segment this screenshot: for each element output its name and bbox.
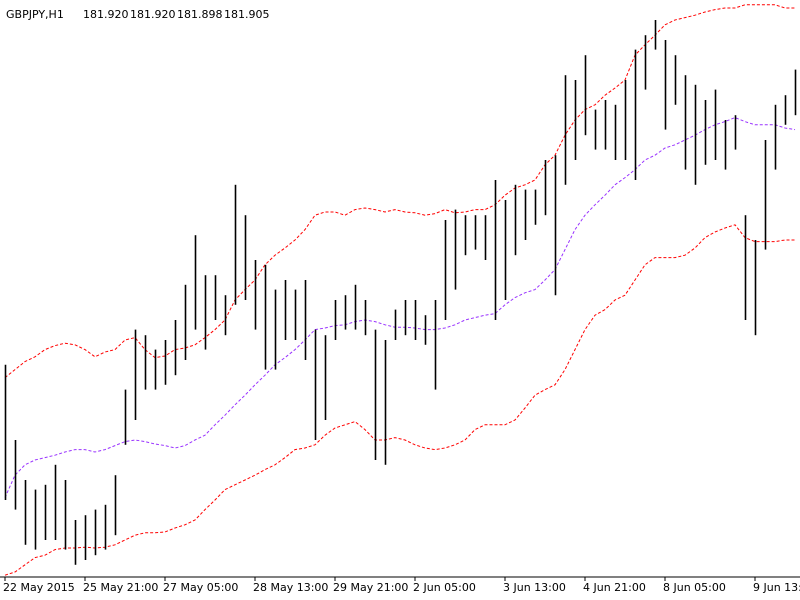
band-line (4, 117, 796, 498)
plot-area (4, 4, 797, 576)
band-line (4, 4, 795, 378)
x-tick-label: 28 May 13:00 (253, 581, 328, 594)
quote-close: 181.905 (224, 8, 270, 21)
band-line (4, 224, 795, 576)
x-tick-label: 25 May 21:00 (83, 581, 158, 594)
x-tick-label: 27 May 05:00 (163, 581, 238, 594)
quote-low: 181.898 (177, 8, 223, 21)
x-tick-label: 8 Jun 05:00 (663, 581, 726, 594)
x-tick-label: 4 Jun 21:00 (583, 581, 646, 594)
x-tick-label: 2 Jun 05:00 (413, 581, 476, 594)
quote-open: 181.920 (83, 8, 129, 21)
x-tick-label: 9 Jun 13:00 (753, 581, 800, 594)
x-tick-label: 3 Jun 13:00 (503, 581, 566, 594)
x-tick-label: 22 May 2015 (3, 581, 75, 594)
x-tick-label: 29 May 21:00 (333, 581, 408, 594)
x-axis: 22 May 2015 25 May 21:00 27 May 05:00 28 Ma… (3, 577, 800, 594)
quote-high: 181.920 (130, 8, 176, 21)
symbol-label: GBPJPY,H1 (6, 8, 64, 21)
